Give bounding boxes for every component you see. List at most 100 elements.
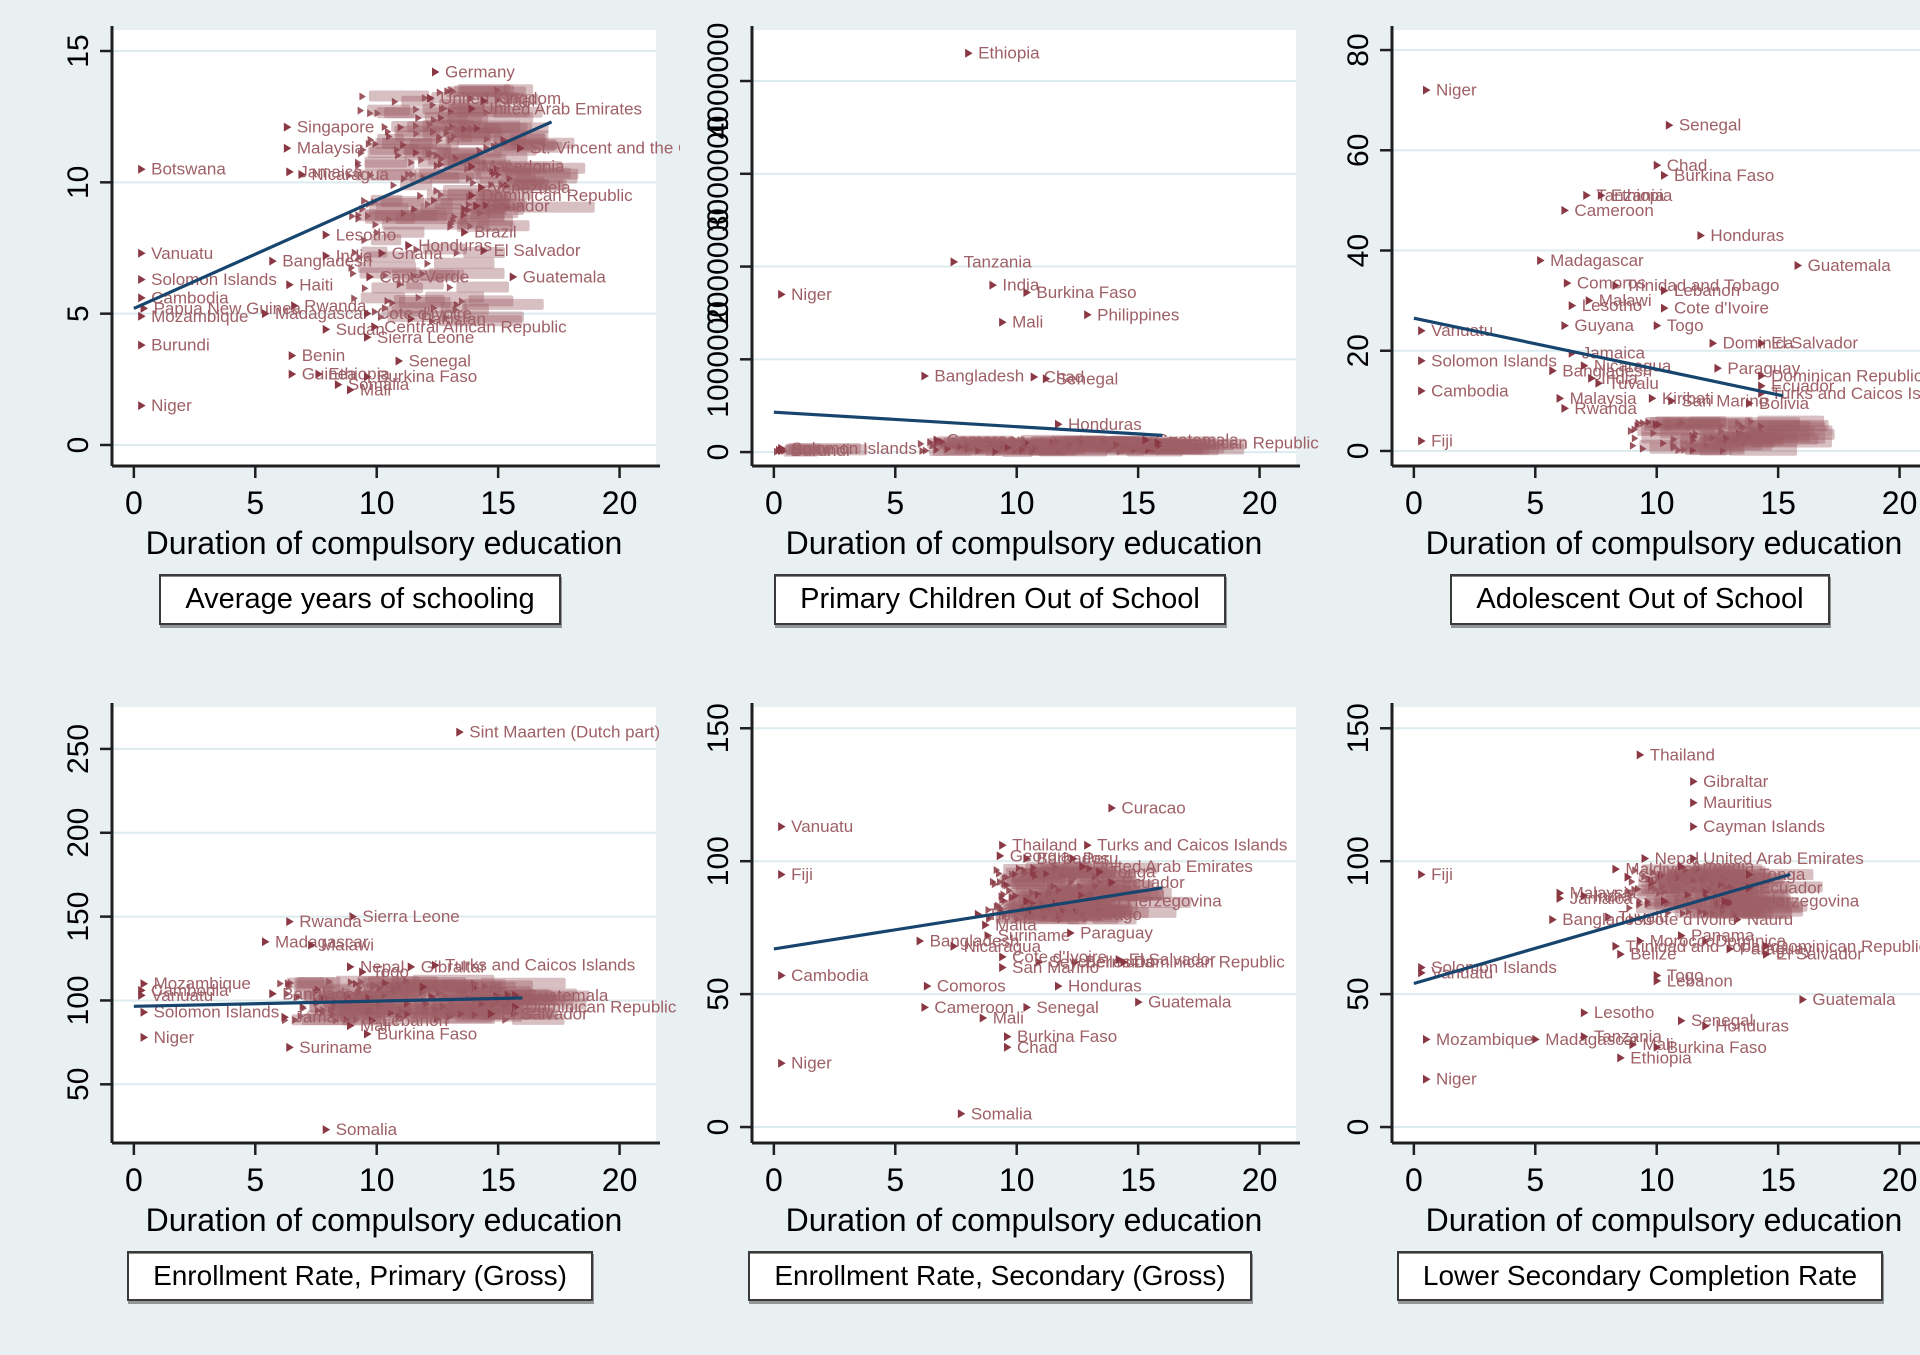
data-point-label: Lesotho: [1582, 296, 1643, 315]
data-point-label: Rwanda: [299, 912, 362, 931]
illegible-label-mass: [1075, 441, 1108, 453]
data-point-marker: [1124, 443, 1131, 452]
data-point-label: Ecuador: [1759, 878, 1823, 897]
illegible-label-mass: [1018, 891, 1078, 903]
y-tick-label: 2000000: [702, 208, 735, 325]
illegible-label-mass: [387, 311, 450, 323]
data-point-marker: [473, 201, 481, 211]
data-point-marker: [446, 1012, 453, 1021]
data-point-marker: [1078, 891, 1085, 900]
data-point-marker: [389, 298, 396, 307]
data-point-label: Togo: [372, 962, 409, 981]
illegible-label-mass: [513, 179, 549, 191]
illegible-label-mass: [1724, 898, 1765, 910]
data-point-marker: [367, 109, 374, 118]
illegible-label-mass: [364, 156, 408, 168]
data-point-marker: [1626, 903, 1633, 912]
data-point-marker: [138, 990, 146, 1000]
illegible-label-mass: [468, 295, 514, 307]
illegible-label-mass: [1051, 910, 1124, 922]
data-point-marker: [1585, 296, 1594, 306]
data-point-label: Sierra Leone: [362, 907, 459, 926]
data-point-marker: [351, 294, 358, 303]
data-point-marker: [973, 441, 980, 450]
scatter-plot: 0 20 40 60 80 0 5 10 15 20 Duration of compulsory …: [1342, 26, 1920, 561]
data-point-marker: [1067, 928, 1075, 938]
illegible-label-mass: [470, 123, 500, 135]
data-point-marker: [1072, 907, 1080, 916]
data-point-marker: [1047, 882, 1054, 891]
x-tick-label: 0: [1405, 485, 1423, 521]
data-point-marker: [429, 317, 436, 326]
data-point-marker: [1113, 440, 1121, 449]
illegible-label-mass: [430, 171, 460, 183]
data-point-marker: [138, 164, 146, 174]
y-tick-label: 4000000: [702, 23, 735, 140]
data-point-marker: [1733, 915, 1742, 925]
data-point-marker: [1023, 438, 1030, 447]
illegible-label-mass: [408, 1004, 450, 1016]
illegible-label-mass: [339, 1008, 383, 1020]
illegible-label-mass: [1745, 427, 1779, 439]
data-point-marker: [1084, 840, 1092, 850]
panel-title: Enrollment Rate, Primary (Gross): [127, 1251, 593, 1301]
plot-area: [112, 707, 656, 1143]
data-point-marker: [502, 1001, 510, 1010]
data-point-marker: [1423, 85, 1431, 95]
x-tick-label: 5: [1526, 1162, 1544, 1198]
data-point-label: Lesotho: [336, 225, 397, 244]
data-point-marker: [298, 169, 306, 179]
data-point-marker: [988, 439, 995, 448]
data-point-marker: [437, 160, 445, 169]
data-point-label: Guatemala: [1808, 256, 1892, 275]
data-point-marker: [471, 1010, 479, 1019]
data-point-marker: [283, 122, 292, 132]
data-point-marker: [405, 170, 412, 179]
data-point-marker: [395, 1012, 403, 1021]
data-point-marker: [138, 401, 146, 411]
data-point-marker: [425, 149, 433, 158]
data-point-marker: [368, 1016, 377, 1026]
data-point-marker: [1690, 866, 1698, 875]
data-point-marker: [1580, 361, 1589, 371]
illegible-label-mass: [390, 989, 426, 1001]
panel-title: Adolescent Out of School: [1450, 574, 1830, 625]
data-point-marker: [439, 1002, 447, 1011]
data-point-label: Thailand: [1012, 836, 1077, 855]
data-point-marker: [445, 983, 453, 992]
data-point-label: Central African Republic: [384, 317, 567, 336]
illegible-label-mass: [1122, 439, 1176, 451]
panel-enrollment-rate-secondary: 0 50 100 150 0 5 10 15 20 Duration of compulsory …: [680, 693, 1320, 1338]
data-point-label: Cambodia: [151, 981, 229, 1000]
data-point-marker: [412, 121, 420, 130]
data-point-marker: [1117, 447, 1124, 456]
data-point-marker: [1108, 803, 1116, 813]
illegible-label-mass: [443, 184, 501, 196]
data-point-marker: [1695, 865, 1703, 874]
data-point-marker: [1661, 170, 1669, 180]
data-point-marker: [1656, 420, 1663, 429]
illegible-label-mass: [1105, 904, 1139, 916]
illegible-label-mass: [304, 990, 332, 1002]
data-point-label: Senegal: [1036, 998, 1098, 1017]
data-point-marker: [480, 246, 489, 256]
data-point-marker: [490, 1000, 498, 1009]
data-point-label: Nauru: [1747, 910, 1793, 929]
data-point-marker: [308, 940, 316, 950]
illegible-label-mass: [503, 162, 586, 174]
illegible-label-mass: [1052, 867, 1080, 879]
data-point-marker: [433, 151, 441, 160]
data-point-marker: [436, 88, 444, 97]
data-point-marker: [1648, 878, 1656, 887]
illegible-label-mass: [500, 998, 587, 1010]
data-point-marker: [138, 248, 146, 258]
data-point-marker: [1087, 889, 1095, 898]
illegible-label-mass: [1126, 437, 1178, 449]
data-point-marker: [408, 158, 415, 167]
data-point-label: Cote d'Ivoire: [1674, 299, 1769, 318]
data-point-label: Cayman Islands: [1703, 817, 1825, 836]
data-point-marker: [999, 963, 1007, 973]
data-point-marker: [1763, 949, 1771, 959]
data-point-label: Madagascar: [275, 304, 369, 323]
panel-primary-children-out-of-school: 0 1000000 2000000 3000000 4000000 0 5 10 15 20 Dur…: [680, 16, 1320, 661]
